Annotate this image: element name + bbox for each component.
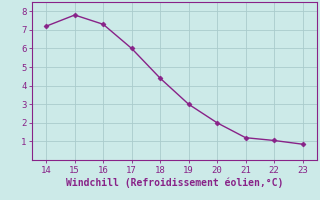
X-axis label: Windchill (Refroidissement éolien,°C): Windchill (Refroidissement éolien,°C) xyxy=(66,177,283,188)
